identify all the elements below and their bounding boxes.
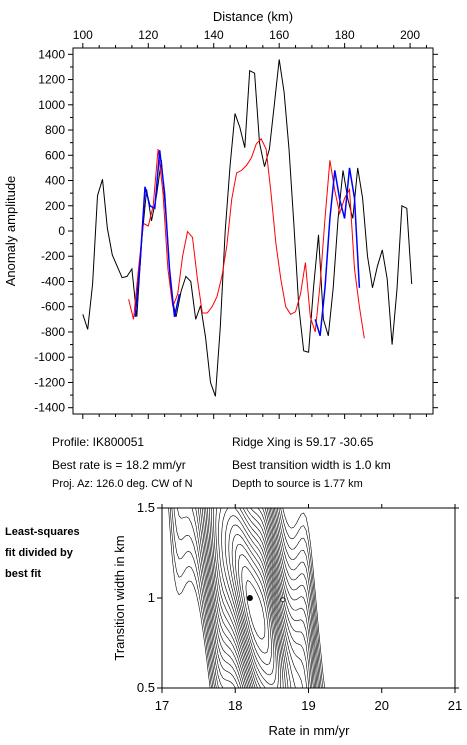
- x-tick-label: 120: [138, 28, 158, 42]
- profile-y-axis-label: Anomaly amplitude: [3, 176, 18, 287]
- rate-tick-label: 21: [448, 698, 462, 713]
- y-tick-label: 200: [45, 199, 65, 213]
- width-tick-label: 1.5: [137, 500, 155, 515]
- profile-ticks: 100 120 140 160 180 200 -1400 -1200 -1000 -800 -60…: [34, 28, 438, 419]
- contour-line: [200, 508, 314, 688]
- contour-y-axis-label: Transition width in km: [112, 535, 127, 660]
- contour-line: [203, 508, 311, 688]
- contour-line: [218, 508, 286, 688]
- x-tick-label: 180: [335, 28, 355, 42]
- rate-tick-label: 20: [375, 698, 389, 713]
- y-tick-label: -1200: [34, 375, 65, 389]
- y-tick-label: 800: [45, 123, 65, 137]
- contour-line: [211, 508, 296, 688]
- contour-line: [171, 508, 322, 688]
- y-tick-label: 400: [45, 174, 65, 188]
- contour-line: [241, 565, 269, 654]
- contour-ticks: 17 18 19 20 21 0.5 1 1.5: [137, 500, 462, 713]
- contour-line: [234, 543, 275, 676]
- rate-tick-label: 19: [301, 698, 315, 713]
- side-note-line-3: best fit: [5, 568, 42, 580]
- y-tick-label: 1200: [38, 73, 65, 87]
- model-anomaly-line: [128, 138, 365, 339]
- contour-line: [245, 580, 266, 640]
- profile-label: Profile: IK800051: [52, 435, 145, 449]
- contour-line: [205, 508, 309, 688]
- contour-line: [207, 508, 307, 688]
- y-tick-label: -200: [41, 249, 65, 263]
- y-tick-label: -600: [41, 300, 65, 314]
- anomaly-profile-chart: Distance (km) Anomaly amplitude 100 120 14…: [3, 9, 438, 419]
- fit-window-line: [134, 150, 181, 317]
- contour-x-axis-label: Rate in mm/yr: [269, 723, 351, 738]
- best-rate-label: Best rate is = 18.2 mm/yr: [52, 458, 186, 472]
- contour-line: [215, 508, 289, 688]
- contour-line: [169, 508, 324, 688]
- side-note-line-1: Least-squares: [5, 526, 80, 538]
- width-tick-label: 1: [148, 590, 155, 605]
- y-tick-label: -1400: [34, 401, 65, 415]
- x-tick-label: 160: [269, 28, 289, 42]
- contour-line: [197, 508, 315, 688]
- rate-tick-label: 17: [155, 698, 169, 713]
- x-tick-label: 100: [73, 28, 93, 42]
- y-tick-label: 1000: [38, 98, 65, 112]
- contour-line: [191, 508, 318, 688]
- projection-azimuth-label: Proj. Az: 126.0 deg. CW of N: [52, 478, 193, 490]
- contour-line: [224, 515, 281, 688]
- contour-line: [221, 508, 284, 688]
- depth-to-source-label: Depth to source is 1.77 km: [232, 478, 363, 490]
- side-note: Least-squares fit divided by best fit: [5, 522, 80, 585]
- profile-x-axis-label: Distance (km): [213, 9, 293, 24]
- best-fit-point: [246, 595, 253, 601]
- contour-lines: [168, 508, 325, 688]
- fit-window-line: [314, 167, 361, 337]
- contour-line: [195, 508, 317, 688]
- contour-line: [168, 508, 325, 688]
- rate-width-contour-chart: 17 18 19 20 21 0.5 1 1.5 Rate in mm/yr Transiti…: [112, 500, 462, 738]
- profile-series: [82, 59, 413, 397]
- y-tick-label: -800: [41, 325, 65, 339]
- x-tick-label: 200: [400, 28, 420, 42]
- contour-line: [209, 508, 304, 688]
- contour-line: [213, 508, 292, 688]
- y-tick-label: -400: [41, 274, 65, 288]
- contour-line: [177, 508, 319, 688]
- contour-line: [238, 554, 272, 665]
- y-tick-label: 1400: [38, 47, 65, 61]
- profile-plot-frame: [72, 47, 434, 415]
- width-tick-label: 0.5: [137, 680, 155, 695]
- contour-line: [173, 508, 321, 688]
- x-tick-label: 140: [204, 28, 224, 42]
- side-note-line-2: fit divided by: [5, 547, 73, 559]
- ridge-crossing-label: Ridge Xing is 59.17 -30.65: [232, 435, 374, 449]
- rate-tick-label: 18: [228, 698, 242, 713]
- contour-line: [228, 524, 279, 688]
- contour-line: [231, 534, 277, 685]
- y-tick-label: 0: [58, 224, 65, 238]
- y-tick-label: -1000: [34, 350, 65, 364]
- contour-line: [201, 508, 313, 688]
- best-width-label: Best transition width is 1.0 km: [232, 458, 391, 472]
- observed-anomaly-line: [82, 59, 413, 397]
- y-tick-label: 600: [45, 148, 65, 162]
- secondary-minimum-point: [280, 597, 286, 603]
